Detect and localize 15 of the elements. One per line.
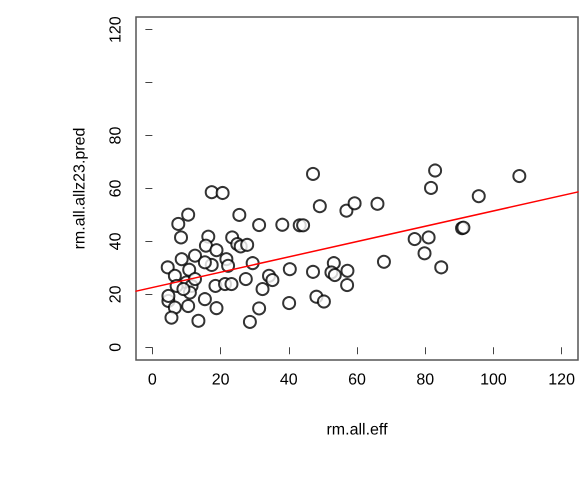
x-tick-label: 40 <box>280 372 298 388</box>
y-tick-label: 80 <box>108 126 124 144</box>
x-tick-label: 80 <box>416 372 434 388</box>
x-tick-label: 60 <box>348 372 366 388</box>
x-tick-label: 20 <box>212 372 230 388</box>
y-axis-title: rm.all.allz23.pred <box>72 128 88 250</box>
x-tick-label: 120 <box>548 372 576 388</box>
x-tick-label: 0 <box>148 372 157 388</box>
y-tick-label: 120 <box>108 16 124 44</box>
y-tick-label: 40 <box>108 232 124 250</box>
y-tick-label: 60 <box>108 180 124 198</box>
x-tick-label: 100 <box>480 372 507 388</box>
y-tick-label: 20 <box>108 285 124 304</box>
x-axis-title: rm.all.eff <box>326 422 388 438</box>
y-tick-label: 0 <box>108 342 124 352</box>
